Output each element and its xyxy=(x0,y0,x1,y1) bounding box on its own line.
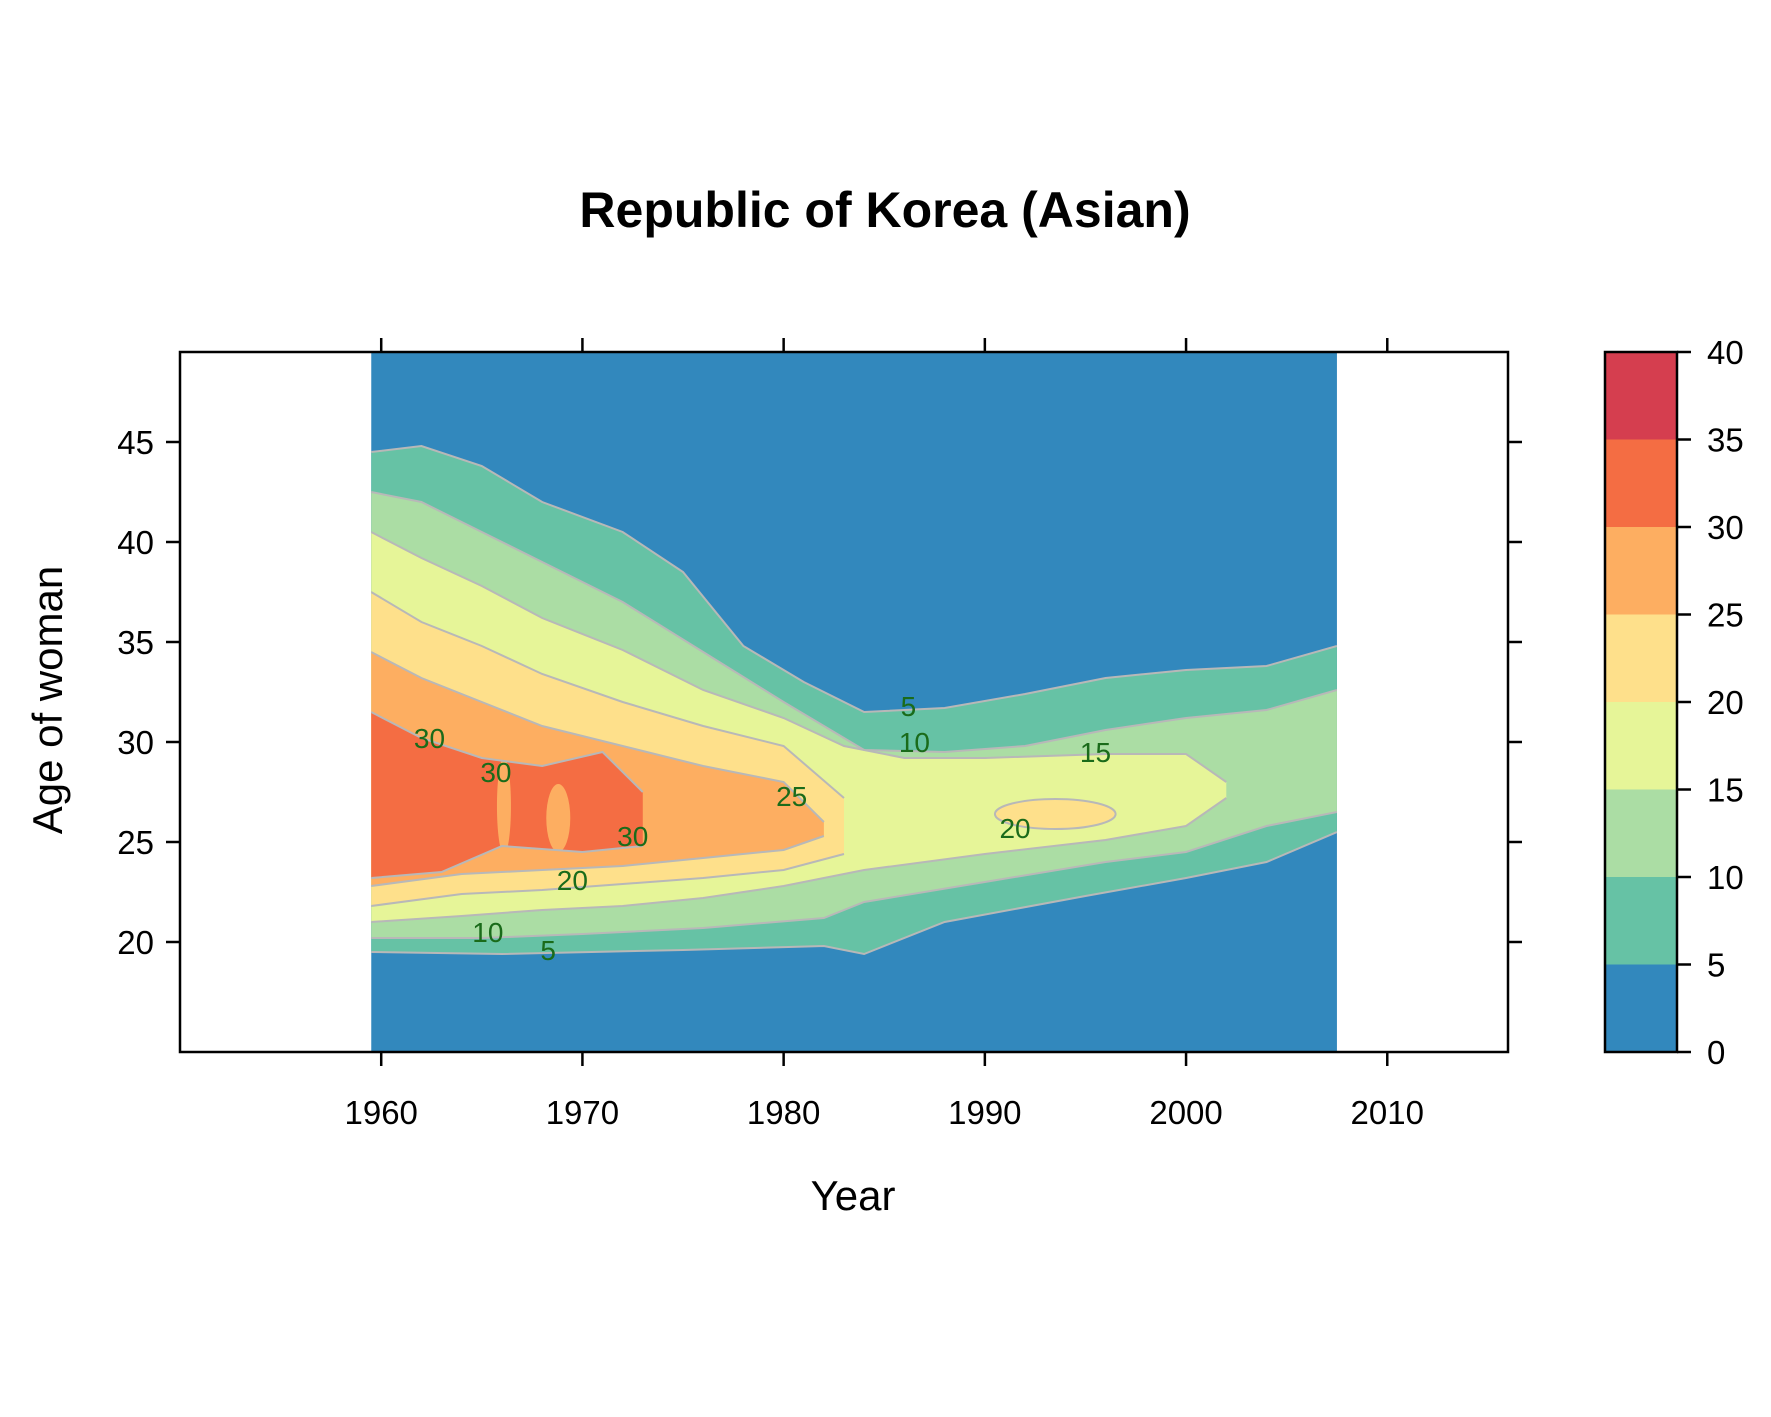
color-key: 0 5 10 15 20 25 30 35 40 xyxy=(1603,334,1744,1071)
y-axis-label: Age of woman xyxy=(24,566,71,835)
color-key-label: 40 xyxy=(1707,334,1744,371)
x-axis-label: Year xyxy=(811,1172,896,1219)
color-key-label: 5 xyxy=(1707,947,1725,984)
x-tick-label: 1970 xyxy=(546,1094,619,1131)
contour-label: 30 xyxy=(617,821,648,852)
band-25-notch xyxy=(546,784,571,852)
y-tick-label: 35 xyxy=(117,624,154,661)
color-key-label: 35 xyxy=(1707,422,1744,459)
contour-line-20-low xyxy=(371,853,845,907)
y-tick-label: 20 xyxy=(117,924,154,961)
contour-line-25-high xyxy=(371,651,825,823)
contour-label: 5 xyxy=(540,935,556,966)
contour-line-30-high xyxy=(371,711,644,793)
color-key-label: 10 xyxy=(1707,859,1744,896)
x-tick-label: 1980 xyxy=(747,1094,820,1131)
contour-line-5-low xyxy=(371,831,1337,956)
x-axis: 1960 1970 1980 1990 2000 2010 xyxy=(345,338,1424,1131)
contour-line-20-high xyxy=(371,591,845,799)
contour-label: 30 xyxy=(480,757,511,788)
color-key-swatch xyxy=(1605,352,1677,440)
color-key-swatch xyxy=(1605,789,1677,877)
color-key-label: 30 xyxy=(1707,509,1744,546)
color-key-label: 0 xyxy=(1707,1034,1725,1071)
y-tick-label: 45 xyxy=(117,424,154,461)
color-key-swatch xyxy=(1605,877,1677,965)
contour-line-30-low xyxy=(371,844,643,879)
contour-label: 20 xyxy=(557,865,588,896)
contour-line-5-high xyxy=(371,444,1337,714)
x-tick-label: 2010 xyxy=(1351,1094,1424,1131)
contour-label: 10 xyxy=(472,917,503,948)
contour-line-25-low xyxy=(371,835,825,887)
contour-label: 5 xyxy=(901,691,917,722)
color-key-swatch xyxy=(1605,964,1677,1052)
y-axis: 20 25 30 35 40 45 xyxy=(117,424,1522,961)
contour-label: 25 xyxy=(776,781,807,812)
band-25-notch xyxy=(496,758,511,854)
contour-line-10-high xyxy=(371,491,1337,754)
color-key-swatch xyxy=(1605,439,1677,527)
color-key-label: 20 xyxy=(1707,684,1744,721)
contour-label: 15 xyxy=(1080,737,1111,768)
band-20-island xyxy=(994,799,1116,829)
contour-line-15-high xyxy=(371,531,1227,783)
y-tick-label: 25 xyxy=(117,824,154,861)
contour-line-10-low xyxy=(371,811,1337,939)
color-key-label: 15 xyxy=(1707,772,1744,809)
contour-labels: 30 30 30 20 10 5 25 5 10 15 20 xyxy=(414,691,1111,966)
heatmap-fill xyxy=(371,352,1337,1052)
panel-frame xyxy=(178,350,1510,1054)
x-tick-label: 1960 xyxy=(345,1094,418,1131)
color-key-swatch xyxy=(1605,614,1677,702)
color-key-swatch xyxy=(1605,527,1677,615)
contour-line-20-island xyxy=(993,798,1117,830)
color-key-label: 25 xyxy=(1707,597,1744,634)
x-tick-label: 1990 xyxy=(948,1094,1021,1131)
contour-lines xyxy=(371,444,1337,956)
chart-title: Republic of Korea (Asian) xyxy=(579,182,1190,238)
y-tick-label: 40 xyxy=(117,524,154,561)
x-tick-label: 2000 xyxy=(1149,1094,1222,1131)
contour-label: 30 xyxy=(414,723,445,754)
contour-label: 10 xyxy=(899,727,930,758)
color-key-swatch xyxy=(1605,702,1677,790)
y-tick-label: 30 xyxy=(117,724,154,761)
contour-line-15-low xyxy=(371,797,1227,923)
contour-label: 20 xyxy=(999,813,1030,844)
